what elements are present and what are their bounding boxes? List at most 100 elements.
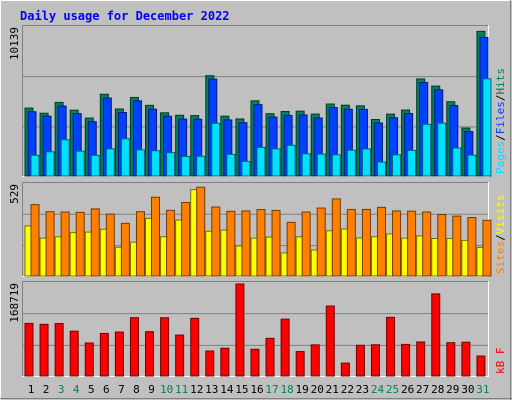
bar-sites-day-3 — [60, 211, 70, 277]
bar-pages-day-20 — [316, 153, 326, 177]
bar-pages-day-6 — [105, 148, 115, 177]
bar-sites-day-4 — [75, 211, 85, 277]
bar-sites-day-5 — [90, 208, 100, 277]
bar-pages-day-11 — [181, 155, 191, 177]
bar-kb-f-day-29 — [446, 342, 456, 377]
bar-kb-f-day-21 — [325, 305, 335, 377]
day-label-31: 31 — [476, 383, 489, 396]
bar-kb-f-day-26 — [401, 343, 411, 377]
legend-visits-sites: Sites/Visits — [494, 195, 507, 275]
panel-kbytes: 168719 kB F — [8, 281, 507, 377]
bar-sites-day-30 — [467, 217, 477, 277]
bar-sites-day-23 — [361, 208, 371, 277]
day-label-21: 21 — [326, 383, 339, 396]
bar-pages-day-2 — [45, 151, 55, 177]
bar-sites-day-15 — [241, 210, 251, 277]
legend-entry: Pages — [494, 141, 507, 174]
bar-pages-day-16 — [256, 146, 266, 177]
bar-kb-f-day-2 — [39, 323, 49, 377]
bar-sites-day-16 — [256, 209, 266, 277]
legend-entry: kB F — [494, 348, 507, 375]
bar-sites-day-6 — [105, 213, 115, 277]
legend-entry: / — [494, 234, 507, 241]
bar-kb-f-day-23 — [355, 344, 365, 377]
bar-pages-day-9 — [151, 150, 161, 177]
day-label-30: 30 — [461, 383, 474, 396]
legend-hits-files-pages: Pages/Files/Hits — [494, 68, 507, 174]
day-label-3: 3 — [58, 383, 65, 396]
legend-entry: Visits — [494, 195, 507, 235]
day-label-9: 9 — [148, 383, 155, 396]
day-label-1: 1 — [28, 383, 35, 396]
bar-pages-day-13 — [211, 122, 221, 177]
bar-kb-f-day-8 — [129, 317, 139, 377]
bar-pages-day-4 — [75, 150, 85, 177]
bar-kb-f-day-10 — [160, 317, 170, 377]
day-label-19: 19 — [296, 383, 309, 396]
bar-kb-f-day-3 — [54, 323, 64, 377]
bar-kb-f-day-4 — [69, 330, 79, 377]
day-label-6: 6 — [103, 383, 110, 396]
bar-sites-day-25 — [392, 210, 402, 277]
bar-pages-day-8 — [135, 149, 145, 177]
bar-pages-day-7 — [120, 138, 130, 177]
bar-pages-day-5 — [90, 154, 100, 177]
legend-kbytes: kB F — [494, 348, 507, 375]
bar-sites-day-1 — [30, 204, 40, 277]
day-label-26: 26 — [401, 383, 414, 396]
bar-pages-day-21 — [331, 154, 341, 177]
bar-sites-day-24 — [376, 206, 386, 277]
day-label-13: 13 — [205, 383, 218, 396]
day-label-16: 16 — [250, 383, 263, 396]
day-label-22: 22 — [341, 383, 354, 396]
day-label-2: 2 — [43, 383, 50, 396]
legend-entry: Hits — [494, 68, 507, 95]
bar-sites-day-28 — [437, 214, 447, 277]
chart-panels: 10139Pages/Files/Hits529Sites/Visits1687… — [8, 25, 507, 377]
bar-pages-day-3 — [60, 139, 70, 177]
bar-pages-day-30 — [467, 154, 477, 177]
legend-entry: Sites — [494, 241, 507, 274]
bar-kb-f-day-15 — [235, 283, 245, 377]
bar-sites-day-7 — [120, 222, 130, 277]
day-label-12: 12 — [190, 383, 203, 396]
bar-kb-f-day-19 — [295, 351, 305, 377]
legend-entry: Files — [494, 101, 507, 134]
day-label-5: 5 — [88, 383, 95, 396]
bar-sites-day-2 — [45, 211, 55, 277]
bar-sites-day-11 — [181, 202, 191, 277]
bar-sites-day-14 — [226, 210, 236, 277]
bar-kb-f-day-1 — [24, 322, 34, 377]
legend-entry: / — [494, 95, 507, 102]
bar-sites-day-18 — [286, 221, 296, 277]
day-label-4: 4 — [73, 383, 80, 396]
bar-sites-day-19 — [301, 211, 311, 277]
bar-sites-day-10 — [166, 209, 176, 277]
day-label-25: 25 — [386, 383, 399, 396]
bar-pages-day-1 — [30, 154, 40, 177]
bar-sites-day-13 — [211, 206, 221, 277]
bar-kb-f-day-22 — [340, 362, 350, 377]
bar-kb-f-day-9 — [145, 331, 155, 377]
bar-pages-day-10 — [166, 152, 176, 177]
bar-pages-day-31 — [482, 78, 492, 177]
bar-pages-day-14 — [226, 153, 236, 177]
bar-pages-day-22 — [346, 149, 356, 177]
bar-kb-f-day-13 — [205, 350, 215, 377]
bar-kb-f-day-11 — [175, 334, 185, 377]
day-label-20: 20 — [311, 383, 324, 396]
bar-pages-day-26 — [407, 149, 417, 177]
bar-sites-day-20 — [316, 207, 326, 277]
bar-kb-f-day-17 — [265, 337, 275, 377]
bar-kb-f-day-14 — [220, 347, 230, 377]
day-axis: 1 2 3 4 5 6 7 8 9 10 11 12 13 14 15 16 17 18 19 20 21 22 23 24 2… — [28, 383, 490, 396]
bar-pages-day-15 — [241, 160, 251, 177]
bar-pages-day-25 — [392, 154, 402, 177]
day-label-29: 29 — [446, 383, 459, 396]
bar-kb-f-day-28 — [431, 293, 441, 377]
bar-kb-f-day-7 — [114, 331, 124, 377]
panel-visits-sites: 529 Sites/Visits — [8, 182, 507, 277]
